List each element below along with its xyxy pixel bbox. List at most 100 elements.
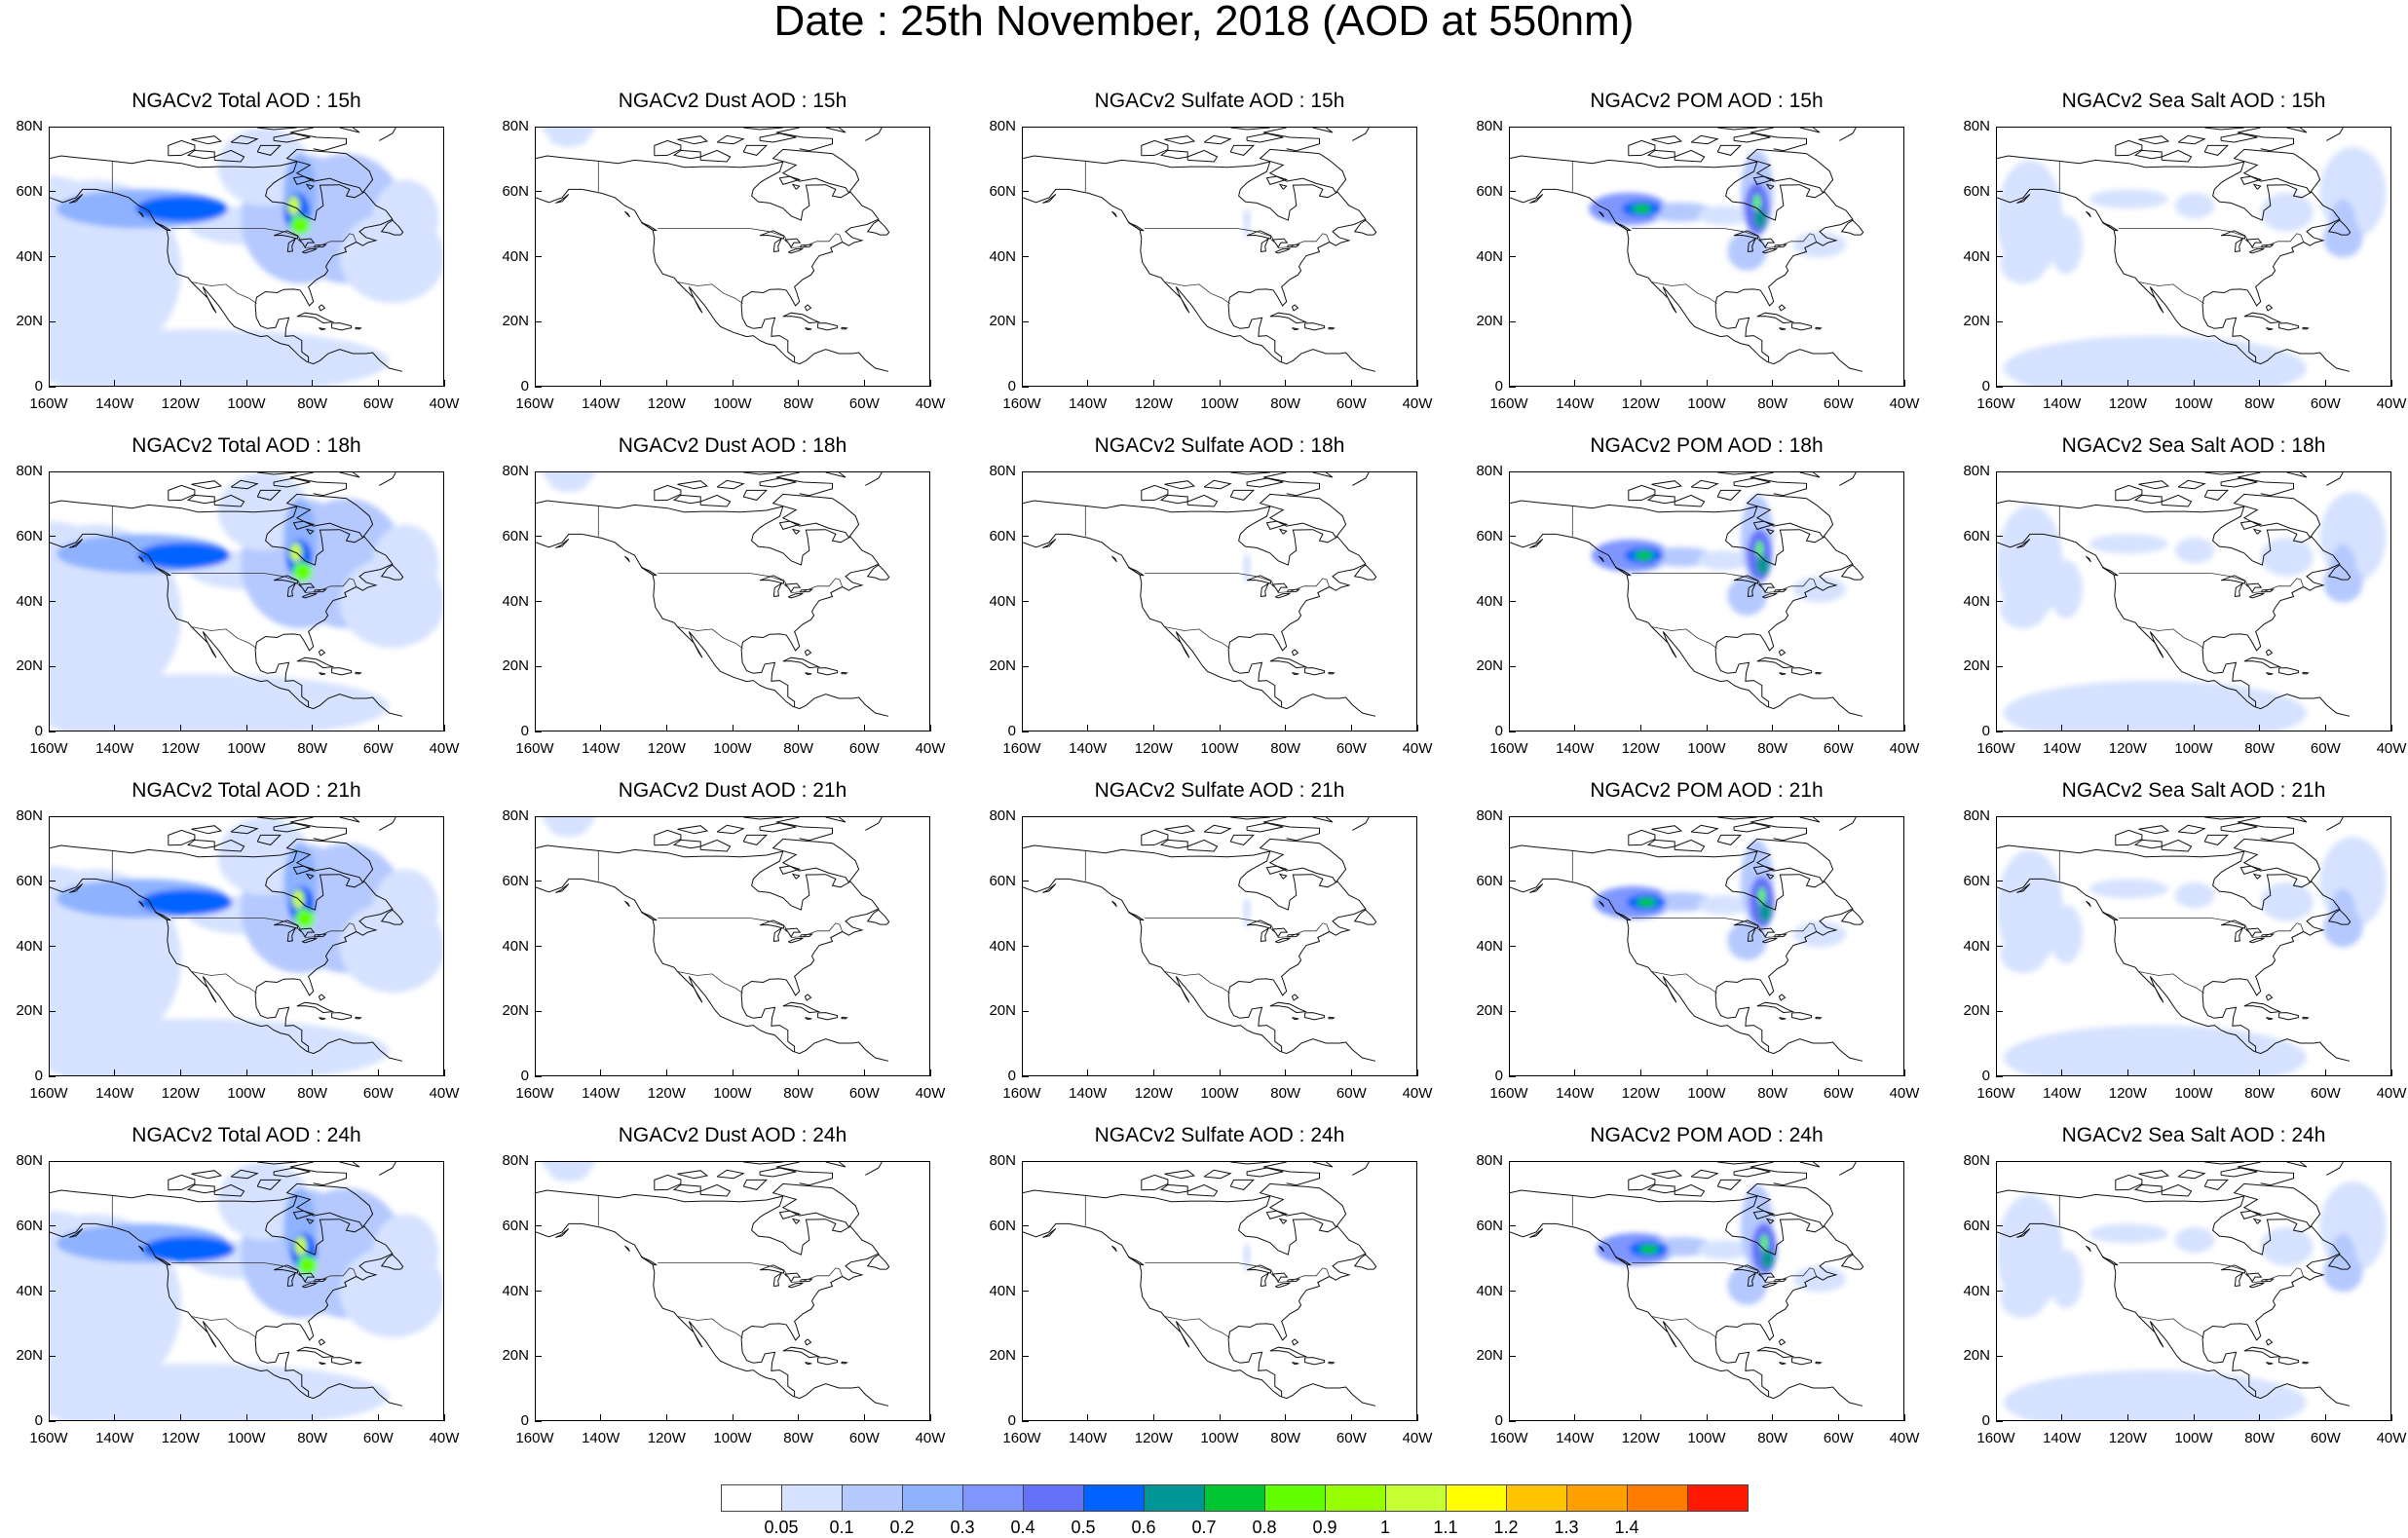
lat-tick-label: 80N	[1476, 463, 1503, 479]
coastline	[1111, 555, 1117, 563]
coastline	[865, 128, 883, 141]
lat-tick-label: 60N	[16, 527, 43, 544]
aod-blob	[2174, 192, 2215, 219]
coastline	[1246, 1264, 1272, 1274]
lat-tick	[1996, 1420, 2003, 1422]
lat-tick-label: 60N	[1963, 1217, 1990, 1234]
aod-blob	[50, 1363, 390, 1420]
aod-blob	[1632, 204, 1652, 214]
coastline	[1292, 327, 1299, 331]
lat-tick	[1996, 126, 2003, 128]
coastline	[1286, 933, 1300, 938]
aod-field	[1596, 1184, 1847, 1305]
coastline	[1291, 1338, 1299, 1346]
coastline	[2133, 149, 2193, 163]
coastline	[1023, 1189, 1367, 1397]
lat-tick	[49, 320, 56, 322]
coastline	[1752, 865, 1776, 875]
coastline	[1312, 128, 1334, 133]
map-frame	[1022, 1161, 1417, 1421]
lon-tick-label: 140W	[2043, 1430, 2082, 1446]
lon-tick-label: 160W	[515, 1430, 554, 1446]
lon-tick	[2390, 1414, 2392, 1421]
coastline	[2239, 175, 2263, 185]
lat-tick-label: 80N	[1476, 1152, 1503, 1169]
aod-map	[536, 817, 890, 1062]
lat-tick-label: 80N	[1963, 463, 1990, 479]
coastline	[1651, 480, 1683, 490]
coastline	[1259, 838, 1347, 883]
coastline	[2237, 472, 2294, 497]
aod-blob	[1242, 208, 1252, 229]
lat-tick-label: 60N	[16, 872, 43, 889]
aod-blob	[2174, 882, 2215, 909]
coastline	[296, 656, 335, 669]
coastline	[1246, 1167, 1284, 1178]
lon-tick	[600, 1414, 602, 1421]
coastlines	[536, 472, 890, 717]
coastline	[2278, 1012, 2300, 1021]
coastline	[1269, 1346, 1308, 1359]
coastline	[782, 312, 821, 324]
lon-tick-label: 40W	[2376, 1085, 2407, 1102]
lon-tick-label: 40W	[915, 1085, 946, 1102]
lon-tick	[179, 380, 181, 387]
coastline	[2102, 912, 2119, 921]
aod-blob	[2003, 335, 2307, 386]
lon-tick	[2259, 380, 2261, 387]
lon-tick-label: 120W	[161, 1430, 200, 1446]
lat-tick	[535, 1420, 542, 1422]
coastline	[1628, 484, 1656, 502]
coastline	[230, 479, 259, 490]
lon-tick-label: 120W	[647, 1430, 686, 1446]
coastline	[1278, 528, 1288, 535]
colorbar-swatch	[1566, 1484, 1628, 1512]
coastline	[1510, 844, 1854, 1052]
coastline	[1262, 1162, 1320, 1186]
lon-tick	[1772, 1414, 1774, 1421]
colorbar-label: 0.8	[1252, 1518, 1277, 1537]
lat-tick	[1996, 1075, 2003, 1077]
lon-tick-label: 160W	[1489, 1085, 1528, 1102]
panel-title: NGACv2 Sulfate AOD : 24h	[1094, 1124, 1345, 1146]
coastline	[2278, 667, 2300, 676]
coastline	[1628, 1174, 1656, 1191]
coastline	[1762, 1282, 1778, 1289]
lat-tick	[1509, 126, 1516, 128]
coastline	[2260, 588, 2275, 593]
coastline	[1997, 1189, 2341, 1397]
lon-tick	[798, 1414, 800, 1421]
coastline	[742, 144, 769, 156]
map-panel-pom-row-2: NGACv2 POM AOD : 18h 160W 140W 120W 100W 80W 6…	[1476, 434, 1919, 757]
coastline	[286, 926, 297, 942]
lat-tick	[49, 1291, 56, 1292]
lat-tick-label: 60N	[989, 527, 1016, 544]
lon-tick	[377, 725, 379, 731]
coastline	[1733, 1167, 1771, 1178]
coastline	[2266, 1017, 2274, 1021]
coastline	[257, 128, 297, 131]
lon-tick	[1639, 1069, 1641, 1076]
coastline	[804, 994, 812, 1001]
coastline	[743, 817, 783, 820]
coastline	[1733, 230, 1759, 240]
lat-tick-label: 0	[1981, 1068, 1990, 1084]
coastline	[2086, 210, 2091, 218]
coastline	[1840, 219, 1864, 236]
lat-tick	[1509, 1355, 1516, 1357]
lat-tick-label: 80N	[1476, 807, 1503, 824]
coastline	[825, 472, 847, 478]
coastlines	[1023, 128, 1377, 372]
map-panel-seasalt-row-2: NGACv2 Sea Salt AOD : 18h 160W 140W 120W 100…	[1963, 434, 2406, 757]
lat-tick	[1509, 1225, 1516, 1227]
aod-map	[1997, 128, 2387, 386]
lat-tick	[49, 536, 56, 538]
coastline	[155, 222, 171, 232]
lon-tick-label: 40W	[429, 395, 460, 412]
lon-tick-label: 140W	[2043, 1085, 2082, 1102]
lat-tick-label: 0	[520, 723, 529, 739]
aod-blob	[142, 1236, 236, 1262]
coastline	[1717, 1162, 1757, 1165]
aod-blob	[1243, 1259, 1251, 1273]
aod-blob	[2174, 537, 2215, 564]
